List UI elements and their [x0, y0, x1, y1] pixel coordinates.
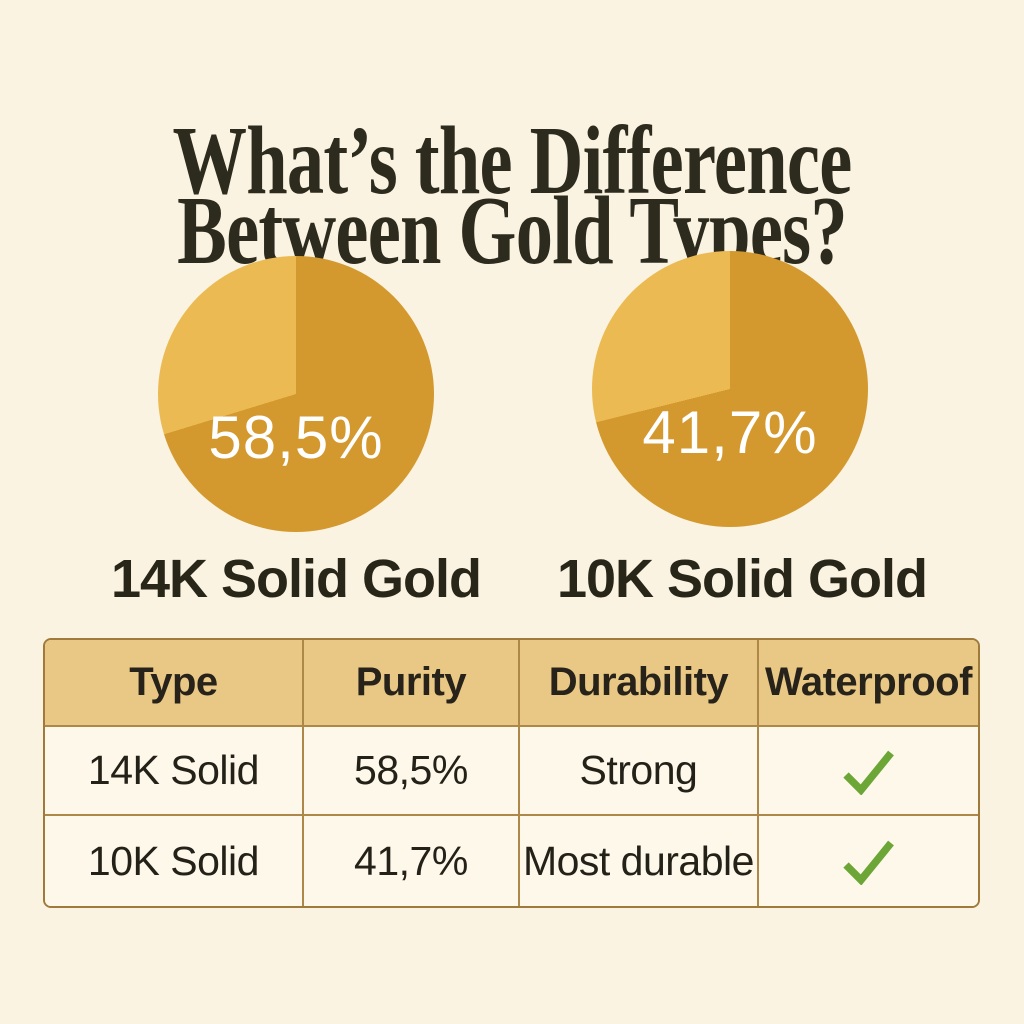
pie-chart-14k: 58,5%	[158, 256, 434, 532]
cell-row1-type: 14K Solid	[45, 726, 304, 817]
pie-title-14k: 14K Solid Gold	[110, 549, 482, 609]
cell-row2-purity: 41,7%	[303, 816, 520, 906]
checkmark-icon	[843, 840, 895, 886]
checkmark-icon	[843, 750, 895, 795]
cell-row1-durability: Strong	[519, 726, 759, 817]
cell-row2-waterproof	[758, 816, 978, 906]
pie-chart-10k: 41,7%	[592, 251, 868, 527]
pie-value-label-14k: 58,5%	[208, 404, 384, 471]
header-cell-durability: Durability	[519, 640, 759, 727]
cell-row2-durability: Most durable	[519, 816, 759, 906]
comparison-table: Type Purity Durability Waterproof 14K So…	[43, 638, 980, 908]
title-line-2: Between Gold Types?	[177, 176, 847, 285]
page-title: What’s the Difference Between Gold Types…	[123, 106, 901, 285]
cell-row1-waterproof	[758, 726, 978, 817]
title-line-1: What’s the Difference	[172, 106, 853, 215]
pie-value-label-10k: 41,7%	[642, 399, 818, 466]
pie-title-10k: 10K Solid Gold	[556, 549, 928, 609]
header-cell-purity: Purity	[303, 640, 520, 727]
header-cell-type: Type	[45, 640, 304, 727]
cell-row1-purity: 58,5%	[303, 726, 520, 817]
header-cell-waterproof: Waterproof	[758, 640, 978, 727]
cell-row2-type: 10K Solid	[45, 816, 304, 906]
